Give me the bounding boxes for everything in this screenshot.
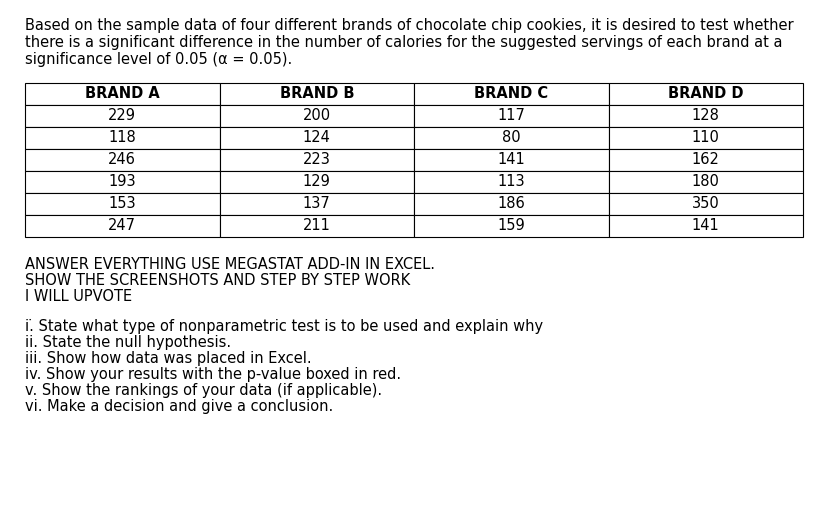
- Text: 229: 229: [108, 109, 136, 123]
- Bar: [219, 83, 414, 105]
- Bar: [414, 105, 608, 127]
- Text: 113: 113: [498, 174, 525, 190]
- Text: 211: 211: [303, 218, 331, 234]
- Bar: [25, 193, 219, 215]
- Text: Based on the sample data of four different brands of chocolate chip cookies, it : Based on the sample data of four differe…: [25, 18, 794, 33]
- Text: BRAND C: BRAND C: [475, 86, 548, 102]
- Text: 129: 129: [303, 174, 331, 190]
- Text: i.̇ State what type of nonparametric test is to be used and explain why: i.̇ State what type of nonparametric tes…: [25, 319, 544, 334]
- Bar: [608, 171, 803, 193]
- Text: 153: 153: [108, 197, 136, 211]
- Text: 117: 117: [498, 109, 525, 123]
- Bar: [219, 193, 414, 215]
- Text: 246: 246: [108, 153, 136, 167]
- Bar: [414, 193, 608, 215]
- Bar: [608, 193, 803, 215]
- Text: 128: 128: [692, 109, 720, 123]
- Bar: [25, 127, 219, 149]
- Text: 159: 159: [498, 218, 525, 234]
- Text: 80: 80: [502, 130, 521, 146]
- Text: 137: 137: [303, 197, 331, 211]
- Text: there is a significant difference in the number of calories for the suggested se: there is a significant difference in the…: [25, 35, 782, 50]
- Text: vi. Make a decision and give a conclusion.: vi. Make a decision and give a conclusio…: [25, 399, 333, 414]
- Bar: [219, 127, 414, 149]
- Text: 141: 141: [498, 153, 525, 167]
- Text: 180: 180: [692, 174, 720, 190]
- Text: 200: 200: [303, 109, 331, 123]
- Text: 141: 141: [692, 218, 720, 234]
- Text: 110: 110: [692, 130, 720, 146]
- Bar: [25, 83, 219, 105]
- Text: 350: 350: [692, 197, 720, 211]
- Bar: [25, 215, 219, 237]
- Text: ANSWER EVERYTHING USE MEGASTAT ADD-IN IN EXCEL.: ANSWER EVERYTHING USE MEGASTAT ADD-IN IN…: [25, 257, 435, 272]
- Text: 124: 124: [303, 130, 331, 146]
- Text: iii. Show how data was placed in Excel.: iii. Show how data was placed in Excel.: [25, 351, 312, 366]
- Bar: [219, 215, 414, 237]
- Text: SHOW THE SCREENSHOTS AND STEP BY STEP WORK: SHOW THE SCREENSHOTS AND STEP BY STEP WO…: [25, 273, 410, 288]
- Bar: [25, 149, 219, 171]
- Bar: [608, 83, 803, 105]
- Bar: [608, 127, 803, 149]
- Bar: [414, 215, 608, 237]
- Bar: [219, 149, 414, 171]
- Text: I WILL UPVOTE: I WILL UPVOTE: [25, 289, 132, 304]
- Text: ii. State the null hypothesis.: ii. State the null hypothesis.: [25, 335, 232, 350]
- Bar: [414, 171, 608, 193]
- Text: iv. Show your results with the p-value boxed in red.: iv. Show your results with the p-value b…: [25, 367, 401, 382]
- Bar: [219, 171, 414, 193]
- Text: BRAND A: BRAND A: [85, 86, 159, 102]
- Bar: [25, 105, 219, 127]
- Bar: [414, 127, 608, 149]
- Bar: [25, 171, 219, 193]
- Text: 162: 162: [692, 153, 720, 167]
- Text: 186: 186: [498, 197, 525, 211]
- Text: 118: 118: [108, 130, 136, 146]
- Bar: [414, 149, 608, 171]
- Bar: [608, 105, 803, 127]
- Text: 223: 223: [303, 153, 331, 167]
- Bar: [219, 105, 414, 127]
- Text: BRAND D: BRAND D: [668, 86, 744, 102]
- Bar: [608, 149, 803, 171]
- Bar: [608, 215, 803, 237]
- Text: v. Show the rankings of your data (if applicable).: v. Show the rankings of your data (if ap…: [25, 383, 382, 398]
- Text: significance level of 0.05 (α = 0.05).: significance level of 0.05 (α = 0.05).: [25, 52, 292, 67]
- Text: 193: 193: [108, 174, 136, 190]
- Text: BRAND B: BRAND B: [279, 86, 354, 102]
- Text: 247: 247: [108, 218, 136, 234]
- Bar: [414, 83, 608, 105]
